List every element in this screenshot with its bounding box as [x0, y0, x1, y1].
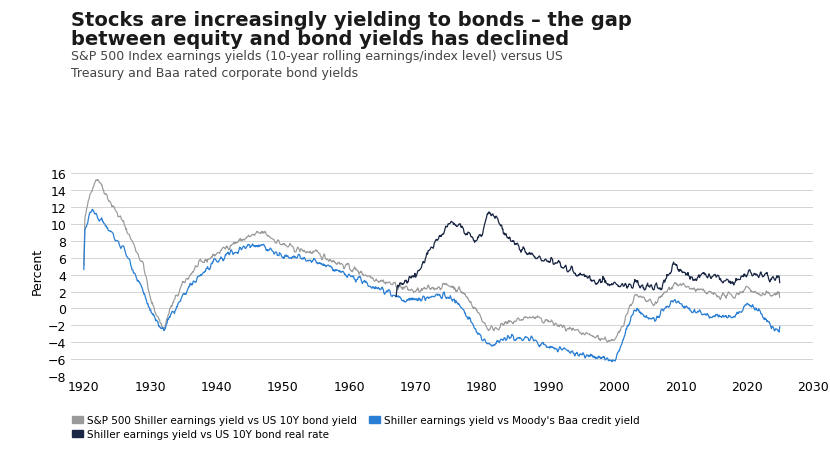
Legend: S&P 500 Shiller earnings yield vs US 10Y bond yield, Shiller earnings yield vs U: S&P 500 Shiller earnings yield vs US 10Y…	[68, 411, 644, 443]
Text: between equity and bond yields has declined: between equity and bond yields has decli…	[71, 30, 569, 49]
Text: Stocks are increasingly yielding to bonds – the gap: Stocks are increasingly yielding to bond…	[71, 11, 632, 30]
Y-axis label: Percent: Percent	[31, 247, 44, 294]
Text: S&P 500 Index earnings yields (10-year rolling earnings/index level) versus US
T: S&P 500 Index earnings yields (10-year r…	[71, 50, 563, 79]
